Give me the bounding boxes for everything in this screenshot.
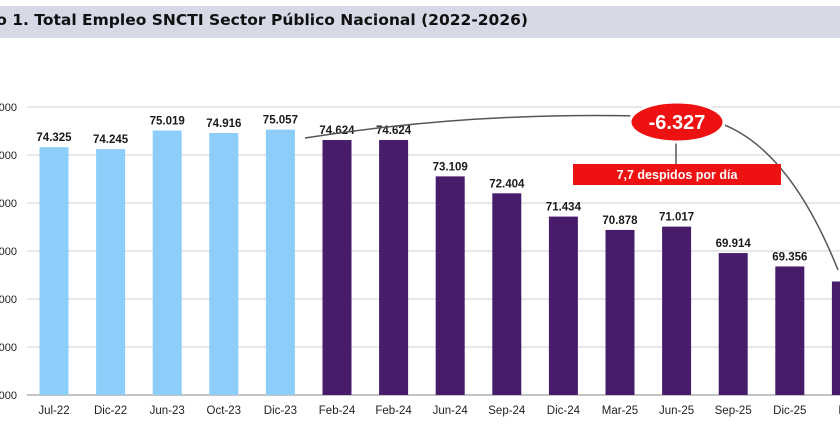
data-label: 75.019 — [150, 116, 185, 128]
x-tick-label: Dic-23 — [264, 405, 297, 417]
x-tick-label: Jun-24 — [433, 405, 469, 417]
callout-subtitle-box — [573, 164, 781, 185]
data-label: 70.878 — [602, 215, 638, 227]
y-tick-label: 000 — [0, 198, 17, 210]
bar — [718, 253, 748, 395]
y-axis-ticks: 000 000 000 000 000 000 000 — [0, 102, 17, 402]
data-label: 75.057 — [263, 115, 298, 127]
x-tick-label: Jul-22 — [38, 405, 69, 417]
bar — [96, 149, 126, 395]
callout-arc-line — [304, 114, 839, 271]
data-label: 74.624 — [376, 125, 412, 137]
x-tick-label: Dic-22 — [94, 405, 127, 417]
bar — [265, 129, 295, 395]
callout-subtitle-text: 7,7 despidos por día — [617, 168, 739, 182]
bar — [548, 216, 578, 395]
bar — [39, 147, 69, 395]
data-label: 74.325 — [36, 132, 72, 144]
y-tick-label: 000 — [0, 246, 17, 258]
chart-title-bar: co 1. Total Empleo SNCTI Sector Público … — [0, 6, 840, 38]
y-tick-label: 000 — [0, 102, 17, 114]
x-tick-label: Sep-25 — [715, 405, 752, 417]
bar — [662, 226, 692, 395]
grid-lines — [27, 106, 840, 396]
bar — [152, 130, 182, 395]
bar — [605, 229, 635, 395]
x-tick-label: Dic-25 — [773, 405, 806, 417]
bar — [322, 140, 352, 395]
bar — [492, 193, 522, 395]
x-tick-label: Jun-25 — [659, 405, 694, 417]
data-label: 69.914 — [716, 238, 752, 250]
data-label: 74.245 — [93, 134, 129, 146]
x-tick-label: Mar-25 — [602, 405, 638, 417]
bar — [775, 266, 805, 395]
data-label: 71.434 — [546, 202, 582, 214]
data-label: 69.356 — [772, 251, 807, 263]
data-label: 71.017 — [659, 212, 694, 224]
x-tick-label: Feb-24 — [375, 405, 412, 417]
callout-annotation: -6.327 7,7 despidos por día — [304, 100, 839, 271]
x-tick-label: Oct-23 — [207, 405, 242, 417]
y-tick-label: 000 — [0, 294, 17, 306]
x-tick-label: Jun-23 — [150, 405, 185, 417]
data-label: 74.916 — [206, 118, 241, 130]
bar — [831, 281, 840, 395]
x-tick-label: Ma — [838, 405, 840, 417]
callout-delta-badge — [628, 100, 726, 144]
data-label: 73.109 — [433, 161, 468, 173]
x-axis-ticks: Jul-22 Dic-22 Jun-23 Oct-23 Dic-23 Feb-24 Feb-… — [38, 405, 840, 417]
x-tick-label: Sep-24 — [488, 405, 526, 417]
chart-title: co 1. Total Empleo SNCTI Sector Público … — [0, 11, 528, 29]
y-tick-label: 000 — [0, 150, 17, 162]
bar — [209, 133, 239, 396]
y-tick-label: 000 — [0, 390, 17, 402]
data-label: 72.404 — [489, 178, 525, 190]
bar — [435, 176, 465, 395]
bar — [379, 140, 409, 395]
bars — [39, 129, 840, 396]
callout-delta-text: -6.327 — [649, 112, 706, 134]
x-tick-label: Dic-24 — [547, 405, 581, 417]
x-tick-label: Feb-24 — [319, 405, 356, 417]
y-tick-label: 000 — [0, 342, 17, 354]
